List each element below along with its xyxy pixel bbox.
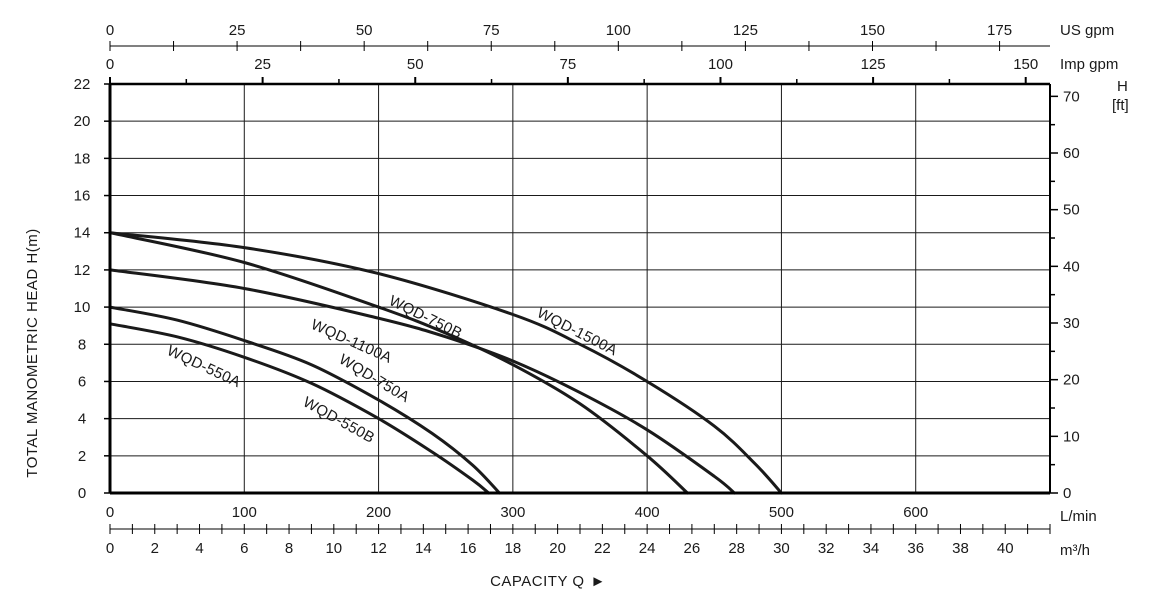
y-tick-label: 16 — [74, 188, 91, 205]
us-gpm-tick-label: 25 — [229, 22, 246, 39]
ft-tick-label: 20 — [1063, 372, 1080, 389]
lmin-tick-label: 200 — [366, 504, 391, 521]
lmin-tick-label: 300 — [500, 504, 525, 521]
lmin-tick-label: 500 — [769, 504, 794, 521]
ft-tick-label: 10 — [1063, 428, 1080, 445]
curve-label-wqd-750b: WQD-750B — [386, 292, 465, 342]
m3h-tick-label: 30 — [773, 540, 790, 557]
m3h-tick-label: 10 — [325, 540, 342, 557]
m3h-unit-label: m³/h — [1060, 542, 1090, 559]
imp-gpm-tick-label: 50 — [407, 56, 424, 73]
ft-tick-label: 40 — [1063, 258, 1080, 275]
m3h-tick-label: 24 — [639, 540, 656, 557]
y-tick-label: 22 — [74, 76, 91, 93]
m3h-tick-label: 38 — [952, 540, 969, 557]
y-tick-label: 18 — [74, 150, 91, 167]
lmin-tick-label: 0 — [106, 504, 114, 521]
imp-gpm-tick-label: 0 — [106, 56, 114, 73]
lmin-tick-label: 400 — [635, 504, 660, 521]
imp-gpm-tick-label: 75 — [560, 56, 577, 73]
us-gpm-tick-label: 75 — [483, 22, 500, 39]
us-gpm-tick-label: 125 — [733, 22, 758, 39]
m3h-tick-label: 8 — [285, 540, 293, 557]
curve-label-wqd-1500a: WQD-1500A — [534, 304, 620, 359]
m3h-tick-label: 2 — [151, 540, 159, 557]
y-tick-label: 0 — [78, 485, 86, 502]
curve-wqd-550a — [108, 322, 491, 495]
us-gpm-tick-label: 0 — [106, 22, 114, 39]
us-gpm-tick-label: 100 — [606, 22, 631, 39]
us-gpm-tick-label: 150 — [860, 22, 885, 39]
curve-wqd-750b — [108, 231, 689, 495]
curve-wqd-1100a — [108, 268, 736, 495]
curve-label-wqd-550a: WQD-550A — [164, 342, 243, 391]
us-gpm-tick-label: 50 — [356, 22, 373, 39]
ft-tick-label: 70 — [1063, 88, 1080, 105]
pump-curves — [108, 231, 783, 495]
m3h-tick-label: 22 — [594, 540, 611, 557]
us-gpm-unit-label: US gpm — [1060, 22, 1114, 39]
us-gpm-tick-label: 175 — [987, 22, 1012, 39]
y-tick-label: 12 — [74, 262, 91, 279]
lmin-tick-label: 100 — [232, 504, 257, 521]
m3h-tick-label: 16 — [460, 540, 477, 557]
m3h-tick-label: 26 — [684, 540, 701, 557]
x-axis-title-text: CAPACITY Q — [490, 573, 584, 590]
curve-wqd-1500a — [108, 231, 783, 495]
y-tick-label: 14 — [74, 225, 91, 242]
m3h-tick-label: 28 — [728, 540, 745, 557]
imp-gpm-tick-label: 100 — [708, 56, 733, 73]
m3h-tick-label: 20 — [549, 540, 566, 557]
y-axis-title: TOTAL MANOMETRIC HEAD H(m) — [24, 228, 41, 477]
imp-gpm-tick-label: 150 — [1013, 56, 1038, 73]
y-tick-label: 6 — [78, 373, 86, 390]
right-axis-unit-ft: [ft] — [1112, 97, 1129, 114]
y-tick-label: 8 — [78, 336, 86, 353]
m3h-tick-label: 14 — [415, 540, 432, 557]
y-tick-label: 4 — [78, 411, 86, 428]
x-axis-title: CAPACITY Q ► — [490, 573, 606, 590]
y-tick-label: 20 — [74, 113, 91, 130]
m3h-tick-label: 32 — [818, 540, 835, 557]
imp-gpm-tick-label: 125 — [861, 56, 886, 73]
m3h-tick-label: 12 — [370, 540, 387, 557]
plot-frame — [108, 82, 1051, 495]
imp-gpm-tick-label: 25 — [254, 56, 271, 73]
imp-gpm-unit-label: Imp gpm — [1060, 56, 1118, 73]
lmin-tick-label: 600 — [903, 504, 928, 521]
m3h-tick-label: 34 — [863, 540, 880, 557]
x-axis-title-arrow: ► — [591, 573, 606, 590]
ft-tick-label: 60 — [1063, 145, 1080, 162]
m3h-tick-label: 36 — [907, 540, 924, 557]
m3h-tick-label: 4 — [195, 540, 203, 557]
m3h-tick-label: 40 — [997, 540, 1014, 557]
m3h-tick-label: 18 — [505, 540, 522, 557]
y-tick-label: 10 — [74, 299, 91, 316]
ft-tick-label: 30 — [1063, 315, 1080, 332]
m3h-tick-label: 6 — [240, 540, 248, 557]
curve-wqd-750a — [108, 305, 501, 495]
curve-label-wqd-550b: WQD-550B — [300, 394, 377, 447]
y-tick-label: 2 — [78, 448, 86, 465]
ft-tick-label: 0 — [1063, 485, 1071, 502]
m3h-tick-label: 0 — [106, 540, 114, 557]
curve-labels: WQD-1500AWQD-750BWQD-1100AWQD-750AWQD-55… — [164, 292, 620, 447]
ft-tick-label: 50 — [1063, 202, 1080, 219]
lmin-unit-label: L/min — [1060, 508, 1097, 525]
right-axis-unit-h: H — [1117, 78, 1128, 95]
